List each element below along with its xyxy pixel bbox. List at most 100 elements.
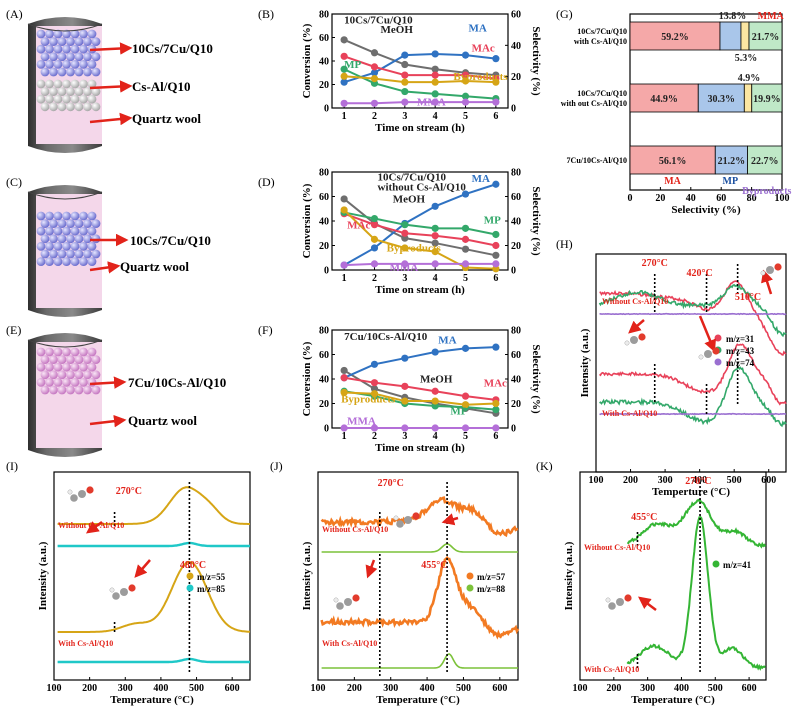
x-tick-label: 500 [708,683,723,694]
catalyst-particle [53,347,63,357]
bar-segment-byproducts [747,145,783,175]
catalyst-particle [49,370,58,380]
catalyst-particle [87,378,97,387]
catalyst-particle [70,44,80,54]
molecule-arrow [761,269,773,295]
y-axis-label: Intensity (a.u.) [579,328,591,397]
annotation-temp: 270°C [685,476,711,487]
catalyst-particle [62,60,71,69]
catalyst-particle [49,87,58,96]
y2-tick-label: 80 [511,168,521,179]
catalyst-particle [79,211,88,221]
value-label: 21.7% [752,32,780,43]
catalyst-particle [62,79,71,89]
data-point-mma [401,98,409,106]
molecule-atom [352,594,360,602]
plot-frame [53,471,251,681]
series-label: MAc [347,219,370,231]
molecule-atom [760,270,766,276]
x-axis-label: Temperature (°C) [110,694,194,706]
molecule-atom [624,340,630,346]
bar-segment-mma [740,21,750,51]
data-point-ma [461,344,470,352]
series-label: MP [344,59,361,71]
x-tick-label: 5 [463,273,468,284]
series-line-ma [343,346,496,379]
series-line-ma [343,52,496,84]
catalyst-particle [70,60,80,69]
x-tick-label: 4 [433,111,438,122]
catalyst-particle [91,52,101,62]
catalyst-particle [83,52,92,62]
catalyst-particle [36,257,46,266]
catalyst-particle [83,102,92,112]
data-point-ma [492,343,500,351]
molecule-arrow [698,315,716,353]
x-tick-label: 300 [658,475,673,486]
data-point-byproducts [370,75,379,83]
x-axis-label: Time on stream (h) [375,442,465,454]
catalyst-particle [79,94,88,104]
series-line-mp [343,390,496,411]
catalyst-particle [74,67,84,77]
data-point-ma [461,51,470,59]
series-label: 7Cu/10Cs-Al/Q10 [344,331,428,343]
y-tick-label: 60 [319,33,329,44]
series-line-byproducts [344,391,496,406]
data-point-ma [340,78,348,86]
catalyst-particle [91,102,101,112]
layer-label: Quartz wool [120,259,189,274]
molecule-atom [605,597,611,603]
x-tick-label: 1 [342,111,347,122]
catalyst-particle [45,60,54,69]
series-line-ma [343,183,497,266]
panel-label-j: (J) [270,459,283,473]
data-point-mac [340,52,348,60]
catalyst-particle [45,94,54,104]
catalyst-particle [70,347,80,357]
catalyst-particle [91,219,101,228]
x-tick-label: 400 [674,683,689,694]
layer-labels-e: 7Cu/10Cs-Al/Q10 Quartz wool [89,375,226,428]
catalyst-particle [45,44,54,54]
panel-label-h: (H) [556,237,573,251]
data-point-meoh [431,239,439,247]
category-label: 10Cs/7Cu/Q10 [577,89,627,98]
signal-curve [57,560,251,633]
y2-axis-label: Selectivity (%) [530,186,542,256]
catalyst-particle [66,370,75,380]
series-label: MA [469,23,487,35]
catalyst-particle [87,226,97,236]
x-tick-label: 600 [492,683,507,694]
catalyst-particle [40,102,50,112]
data-point-mp [492,230,500,239]
catalyst-particle [83,67,92,77]
data-point-mma [431,424,439,432]
catalyst-particle [91,355,101,364]
signal-curve [599,343,787,406]
molecule-atom [67,489,73,495]
x-tick-label: 60 [716,193,726,204]
data-point-ma [401,354,409,362]
x-tick-label: 1 [342,431,347,442]
catalyst-particle [91,67,101,77]
catalyst-particle [36,44,46,54]
catalyst-particle [36,29,46,39]
data-point-mp [340,65,348,73]
catalyst-particle [66,87,75,96]
x-axis-label: Temperture (°C) [652,486,730,498]
catalyst-particle [53,378,63,387]
series-label: Byproducts [341,393,396,405]
catalyst-particle [53,211,63,221]
molecule-atom [393,515,399,521]
catalyst-particle [57,67,67,77]
value-label: 19.9% [753,94,781,105]
y2-tick-label: 60 [511,192,521,203]
molecule-atom [616,598,624,606]
y2-tick-label: 20 [511,72,521,83]
catalyst-particle [49,249,58,259]
category-label: with Cs-Al/Q10 [574,37,627,46]
legend-label: m/z=31 [726,334,755,344]
